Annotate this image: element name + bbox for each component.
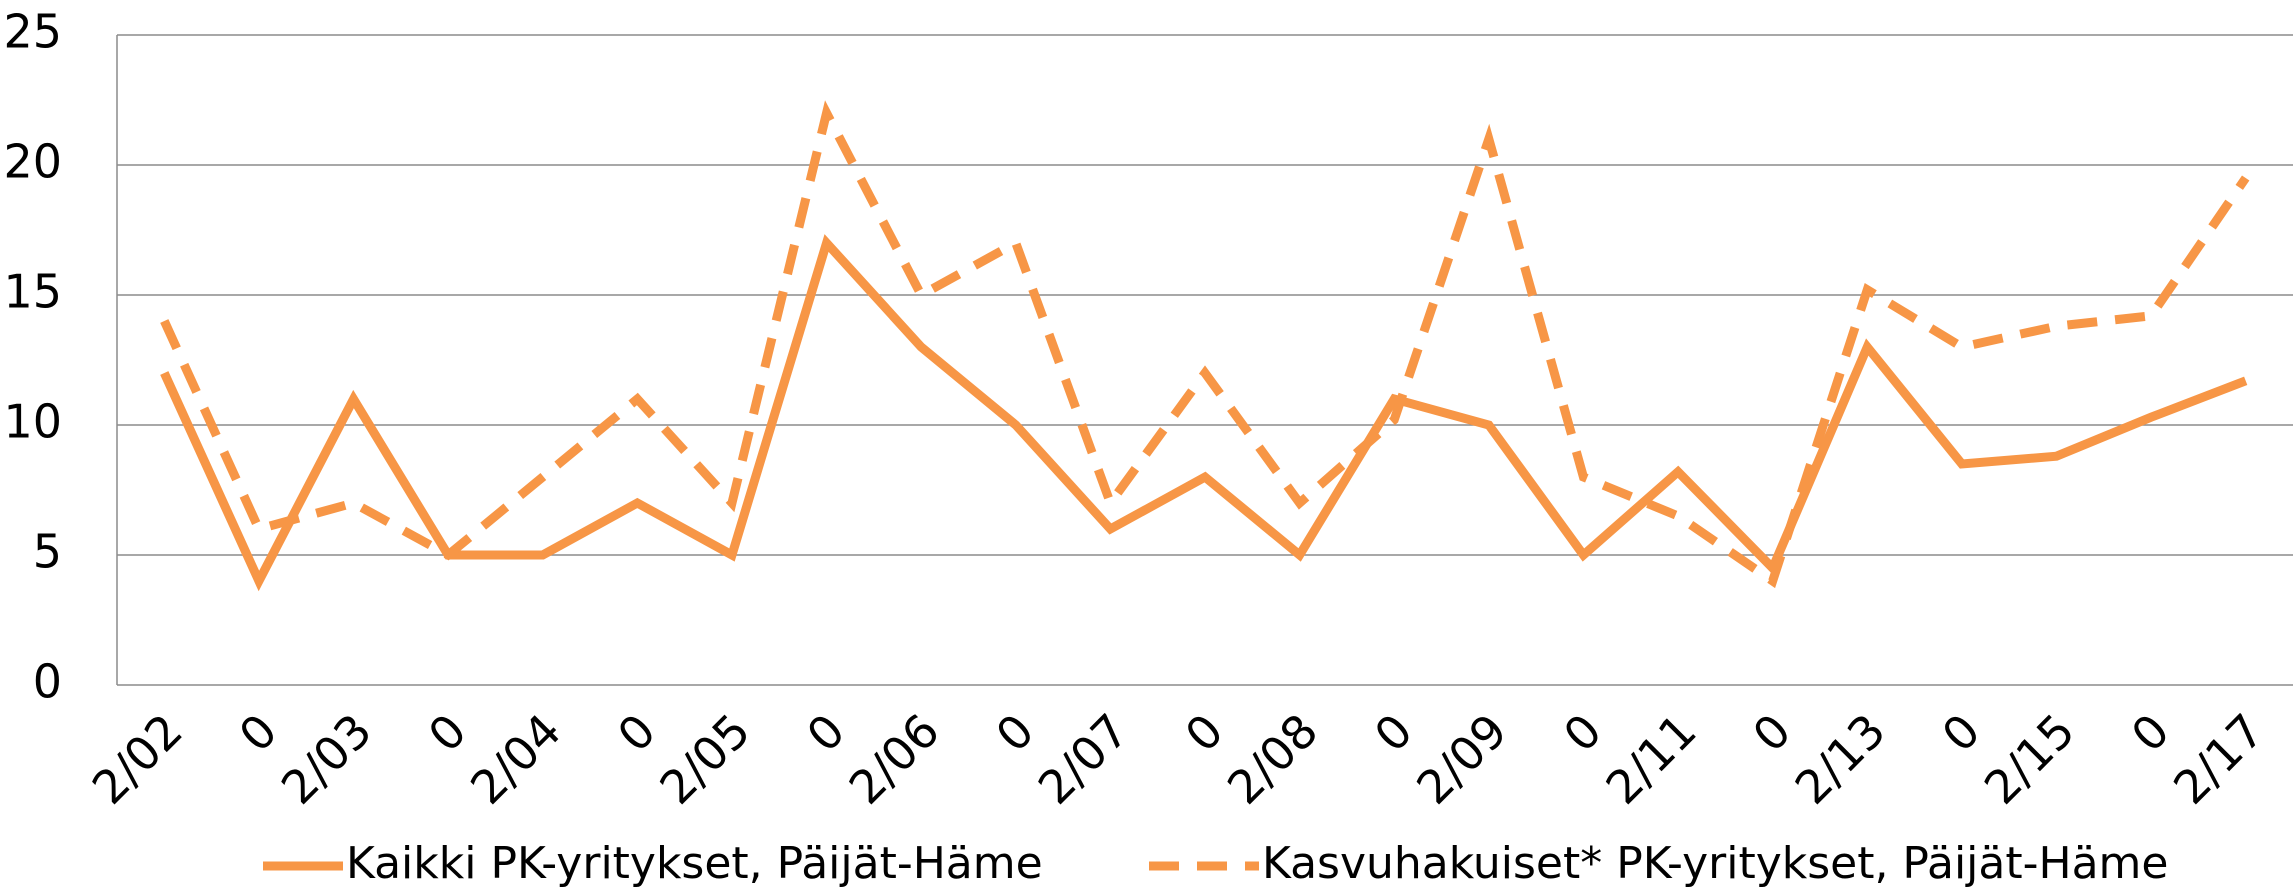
y-tick-label: 0 xyxy=(33,655,62,709)
x-tick-label: 2/15 xyxy=(1974,703,2085,814)
x-tick-label: 2/11 xyxy=(1595,703,1706,814)
x-tick-label: 0 xyxy=(1175,703,1234,762)
x-tick-label: 0 xyxy=(1932,703,1991,762)
x-tick-label: 2/04 xyxy=(460,703,571,814)
x-tick-label: 2/02 xyxy=(82,703,193,814)
x-tick-label: 0 xyxy=(1553,703,1612,762)
y-tick-label: 25 xyxy=(3,5,62,59)
x-tick-label: 0 xyxy=(796,703,855,762)
legend-label: Kasvuhakuiset* PK-yritykset, Päijät-Häme xyxy=(1262,838,2168,889)
x-tick-label: 2/13 xyxy=(1785,703,1896,814)
y-tick-label: 5 xyxy=(33,525,62,579)
x-tick-label: 0 xyxy=(607,703,666,762)
x-tick-label: 0 xyxy=(1364,703,1423,762)
y-tick-label: 15 xyxy=(3,265,62,319)
x-tick-label: 0 xyxy=(1742,703,1801,762)
x-tick-label: 2/09 xyxy=(1406,703,1517,814)
x-tick-label: 2/17 xyxy=(2163,703,2274,814)
x-tick-label: 2/08 xyxy=(1217,703,1328,814)
x-tick-label: 2/05 xyxy=(649,703,760,814)
x-tick-label: 0 xyxy=(986,703,1045,762)
x-tick-label: 0 xyxy=(2121,703,2180,762)
x-tick-label: 2/03 xyxy=(271,703,382,814)
y-tick-label: 10 xyxy=(3,395,62,449)
series-line xyxy=(160,234,2248,592)
x-tick-label: 0 xyxy=(418,703,477,762)
x-tick-label: 0 xyxy=(229,703,288,762)
x-tick-label: 2/06 xyxy=(839,703,950,814)
series-line xyxy=(160,100,2250,589)
x-tick-label: 2/07 xyxy=(1028,703,1139,814)
y-tick-label: 20 xyxy=(3,135,62,189)
legend-label: Kaikki PK-yritykset, Päijät-Häme xyxy=(346,838,1043,889)
